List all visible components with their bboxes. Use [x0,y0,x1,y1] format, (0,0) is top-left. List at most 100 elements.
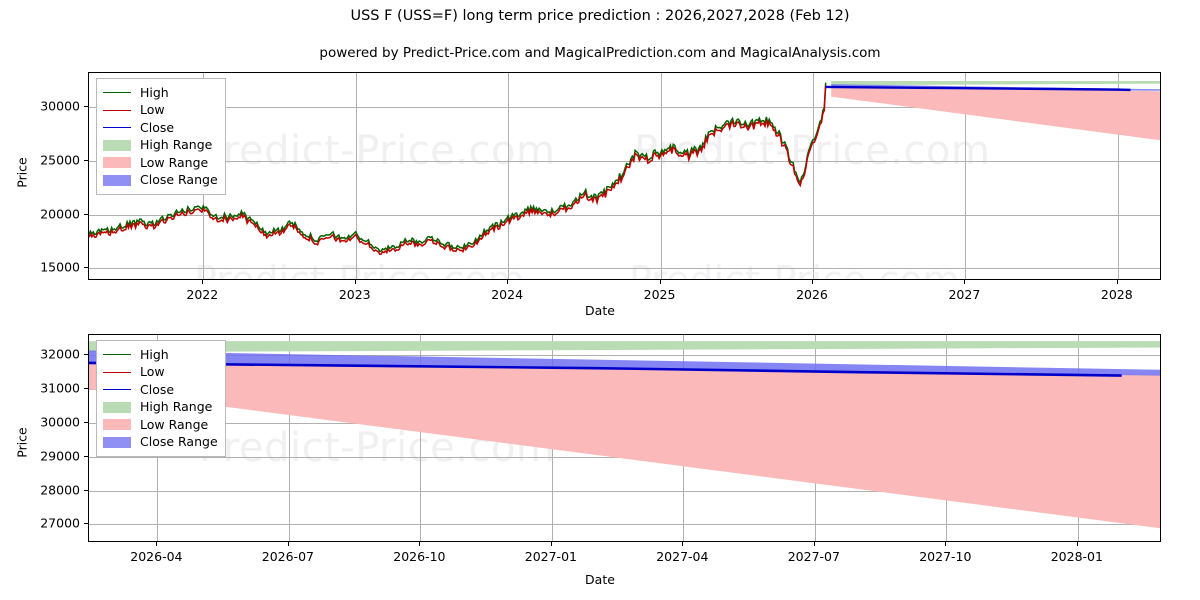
gridline-horizontal [89,490,1160,492]
x-tick-label: 2028-01 [1050,549,1103,564]
x-tick-mark [811,280,813,284]
legend-item-close-range: Close Range [103,434,218,452]
overview-plot-area: Predict-Price.com Predict-Price.com Pred… [88,72,1161,280]
y-tick-mark [84,106,88,108]
legend-line-swatch [103,127,131,129]
x-tick-mark [813,542,815,546]
y-tick-mark [84,267,88,269]
x-tick-mark [507,280,509,284]
detail-series-layer [89,341,1160,529]
legend-item-low-range: Low Range [103,154,218,172]
legend-line-swatch [103,109,131,111]
x-tick-label: 2028 [1100,287,1133,302]
y-tick-mark [84,523,88,525]
legend-item-label: Low [140,364,165,379]
x-tick-label: 2026 [796,287,828,302]
x-tick-label: 2023 [338,287,371,302]
gridline-horizontal [89,214,1160,216]
y-tick-label: 28000 [40,482,80,498]
y-tick-mark [84,213,88,215]
gridline-vertical [660,73,662,279]
legend-item-label: Close Range [140,172,218,187]
y-tick-label: 15000 [40,259,80,275]
series-close-forecast-line [825,85,1131,92]
overview-legend: High Low Close High Range Low Range Close Ran… [96,78,226,195]
series-high-line [89,82,827,253]
gridline-horizontal [89,160,1160,162]
legend-patch-swatch [103,157,131,169]
legend-patch-swatch [103,174,131,186]
x-tick-mark [1116,280,1118,284]
x-tick-mark [1076,542,1078,546]
y-tick-label: 31000 [40,380,80,396]
x-tick-mark [682,542,684,546]
legend-line-swatch [103,389,131,391]
x-tick-mark [156,542,158,546]
gridline-vertical [420,335,422,541]
page-title: USS F (USS=F) long term price prediction… [350,8,850,24]
gridline-vertical [288,335,290,541]
gridline-vertical [965,73,967,279]
legend-item-label: High [140,84,169,100]
overview-x-axis-label: Date [585,303,615,318]
legend-patch-swatch [103,436,131,448]
x-tick-mark [550,542,552,546]
y-tick-mark [84,489,88,491]
legend-item-label: High [140,346,169,362]
legend-item-close-range: Close Range [103,172,218,190]
x-tick-mark [354,280,356,284]
x-tick-mark [945,542,947,546]
gridline-horizontal [89,268,1160,270]
legend-patch-swatch [103,419,131,431]
legend-item-close: Close [103,119,218,137]
legend-item-high-range: High Range [103,137,218,155]
legend-item-high: High [103,84,218,102]
y-tick-label: 30000 [40,414,80,430]
x-tick-label: 2026-07 [261,549,314,564]
legend-item-label: High Range [140,137,213,152]
x-tick-mark [419,542,421,546]
y-tick-mark [84,421,88,423]
legend-item-low: Low [103,364,218,382]
x-tick-label: 2024 [491,287,524,302]
y-tick-label: 25000 [40,152,80,168]
y-tick-label: 30000 [40,98,80,114]
legend-item-label: High Range [140,399,213,414]
legend-item-label: Low [140,102,165,117]
gridline-horizontal [89,524,1160,526]
gridline-vertical [508,73,510,279]
gridline-vertical [1117,73,1119,279]
y-tick-label: 27000 [40,515,80,531]
gridline-horizontal [89,107,1160,109]
legend-item-label: Close [140,119,175,135]
legend-item-label: Low Range [140,154,209,170]
gridline-vertical [355,73,357,279]
page-subtitle: powered by Predict-Price.com and Magical… [319,45,881,61]
x-tick-label: 2027-04 [656,549,709,564]
gridline-horizontal [89,355,1160,357]
x-tick-label: 2026-04 [130,549,183,564]
x-tick-label: 2027-07 [787,549,840,564]
y-tick-mark [84,354,88,356]
y-tick-label: 32000 [40,346,80,362]
band-low-range [89,363,1160,529]
x-tick-label: 2022 [186,287,219,302]
x-tick-mark [659,280,661,284]
legend-item-low-range: Low Range [103,416,218,434]
gridline-vertical [812,73,814,279]
forecast-detail-chart-panel: Price Predict-Price.comPredict-Price.com… [0,320,1200,600]
y-tick-label: 20000 [40,206,80,222]
legend-patch-swatch [103,139,131,151]
x-tick-mark [287,542,289,546]
x-tick-label: 2025 [643,287,676,302]
y-tick-mark [84,159,88,161]
x-tick-label: 2026-10 [393,549,446,564]
legend-item-high-range: High Range [103,399,218,417]
legend-item-close: Close [103,381,218,399]
overview-series-layer [89,81,1160,256]
x-tick-label: 2027-10 [919,549,972,564]
legend-item-label: Close [140,381,175,397]
x-tick-label: 2027-01 [524,549,577,564]
y-tick-mark [84,455,88,457]
band-close-range [89,350,1160,376]
